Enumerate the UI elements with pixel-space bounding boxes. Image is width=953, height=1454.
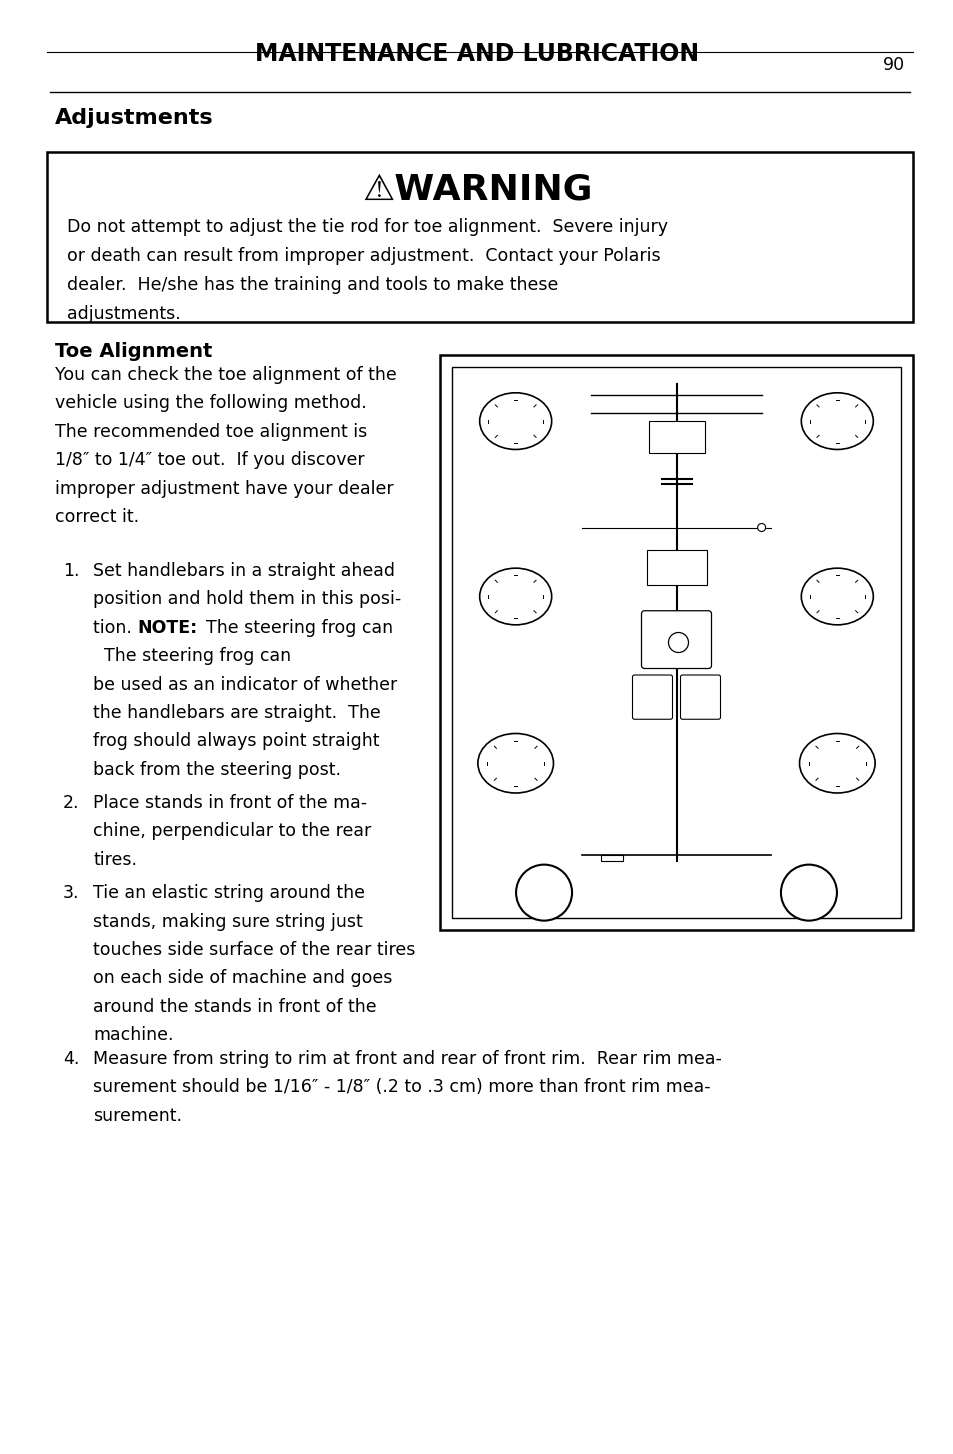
Text: 1.: 1. <box>63 563 79 580</box>
Text: be used as an indicator of whether: be used as an indicator of whether <box>92 676 396 694</box>
Text: around the stands in front of the: around the stands in front of the <box>92 997 376 1016</box>
Circle shape <box>668 632 688 653</box>
Text: vehicle using the following method.: vehicle using the following method. <box>55 394 366 413</box>
Text: Tie an elastic string around the: Tie an elastic string around the <box>92 884 365 901</box>
Bar <box>646 551 706 585</box>
Text: MAINTENANCE AND LUBRICATION: MAINTENANCE AND LUBRICATION <box>254 42 699 65</box>
FancyBboxPatch shape <box>632 675 672 720</box>
Ellipse shape <box>479 393 551 449</box>
Bar <box>452 366 900 917</box>
Text: adjustments.: adjustments. <box>67 305 180 323</box>
Text: Toe Alignment: Toe Alignment <box>55 342 213 361</box>
Text: touches side surface of the rear tires: touches side surface of the rear tires <box>92 941 415 960</box>
Ellipse shape <box>477 733 553 792</box>
Circle shape <box>757 523 765 532</box>
Text: position and hold them in this posi-: position and hold them in this posi- <box>92 590 401 608</box>
Text: The steering frog can: The steering frog can <box>194 619 393 637</box>
Text: back from the steering post.: back from the steering post. <box>92 760 340 779</box>
Text: correct it.: correct it. <box>55 507 139 526</box>
Ellipse shape <box>479 569 551 625</box>
Text: dealer.  He/she has the training and tools to make these: dealer. He/she has the training and tool… <box>67 276 558 294</box>
Text: the handlebars are straight.  The: the handlebars are straight. The <box>92 704 380 721</box>
Text: surement should be 1/16″ - 1/8″ (.2 to .3 cm) more than front rim mea-: surement should be 1/16″ - 1/8″ (.2 to .… <box>92 1079 710 1096</box>
Text: Set handlebars in a straight ahead: Set handlebars in a straight ahead <box>92 563 395 580</box>
Circle shape <box>516 865 572 920</box>
Circle shape <box>781 865 836 920</box>
Text: tion.: tion. <box>92 619 143 637</box>
Text: ⚠WARNING: ⚠WARNING <box>361 172 592 206</box>
Ellipse shape <box>801 569 872 625</box>
Text: on each side of machine and goes: on each side of machine and goes <box>92 970 392 987</box>
Text: stands, making sure string just: stands, making sure string just <box>92 913 362 931</box>
Text: Do not attempt to adjust the tie rod for toe alignment.  Severe injury: Do not attempt to adjust the tie rod for… <box>67 218 667 236</box>
Text: The steering frog can: The steering frog can <box>92 647 291 664</box>
Text: NOTE:: NOTE: <box>137 619 197 637</box>
Text: machine.: machine. <box>92 1027 173 1044</box>
Text: 1/8″ to 1/4″ toe out.  If you discover: 1/8″ to 1/4″ toe out. If you discover <box>55 451 364 470</box>
Text: 90: 90 <box>882 57 904 74</box>
Text: Adjustments: Adjustments <box>55 108 213 128</box>
Text: The recommended toe alignment is: The recommended toe alignment is <box>55 423 367 441</box>
Text: tires.: tires. <box>92 851 137 869</box>
Text: 3.: 3. <box>63 884 79 901</box>
Text: improper adjustment have your dealer: improper adjustment have your dealer <box>55 480 394 497</box>
Text: surement.: surement. <box>92 1106 182 1125</box>
Ellipse shape <box>801 393 872 449</box>
Bar <box>47 153 912 321</box>
Text: Place stands in front of the ma-: Place stands in front of the ma- <box>92 794 367 811</box>
Text: You can check the toe alignment of the: You can check the toe alignment of the <box>55 366 396 384</box>
Text: 4.: 4. <box>63 1050 79 1069</box>
Text: chine, perpendicular to the rear: chine, perpendicular to the rear <box>92 823 371 840</box>
Text: Measure from string to rim at front and rear of front rim.  Rear rim mea-: Measure from string to rim at front and … <box>92 1050 721 1069</box>
FancyBboxPatch shape <box>640 611 711 669</box>
Text: frog should always point straight: frog should always point straight <box>92 733 379 750</box>
Bar <box>648 422 703 452</box>
Text: 2.: 2. <box>63 794 79 811</box>
Ellipse shape <box>799 733 874 792</box>
Text: or death can result from improper adjustment.  Contact your Polaris: or death can result from improper adjust… <box>67 247 659 265</box>
Bar <box>439 355 912 931</box>
FancyBboxPatch shape <box>679 675 720 720</box>
Bar <box>600 855 622 861</box>
